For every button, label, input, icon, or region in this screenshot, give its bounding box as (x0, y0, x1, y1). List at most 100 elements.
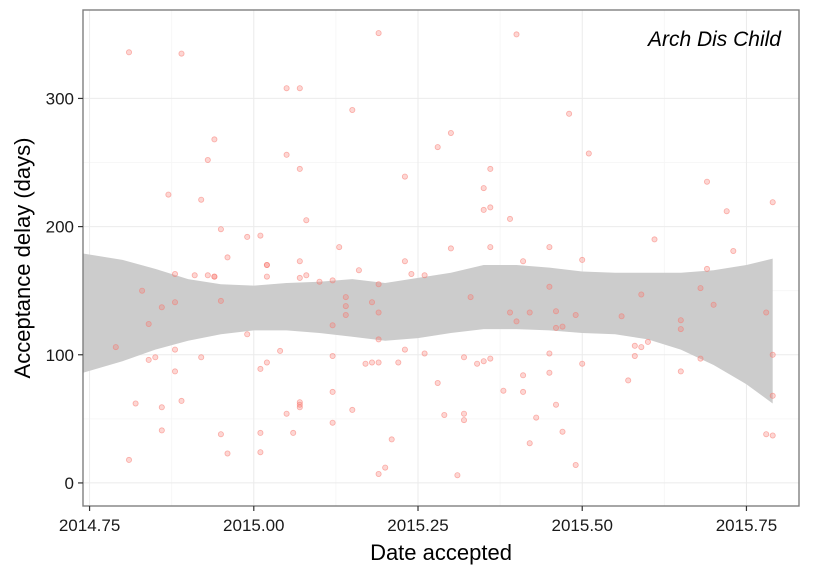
data-point (467, 294, 474, 301)
data-point (401, 173, 408, 180)
data-point (506, 309, 513, 316)
data-point (336, 244, 343, 251)
data-point (704, 178, 711, 185)
data-point (171, 270, 178, 277)
data-point (277, 347, 284, 354)
x-tick-label: 2015.75 (716, 516, 777, 535)
data-point (546, 369, 553, 376)
data-point (572, 461, 579, 468)
data-point (460, 354, 467, 361)
data-point (145, 356, 152, 363)
data-point (513, 318, 520, 325)
data-point (375, 336, 382, 343)
data-point (171, 299, 178, 306)
data-point (126, 456, 133, 463)
data-point (257, 365, 264, 372)
data-point (579, 360, 586, 367)
data-point (480, 185, 487, 192)
data-point (244, 331, 251, 338)
data-point (257, 449, 264, 456)
data-point (296, 258, 303, 265)
data-point (618, 313, 625, 320)
data-point (677, 326, 684, 333)
data-point (730, 247, 737, 254)
data-point (697, 285, 704, 292)
data-point (710, 301, 717, 308)
data-point (388, 436, 395, 443)
data-point (158, 427, 165, 434)
y-tick-label: 300 (46, 89, 74, 108)
data-point (112, 344, 119, 351)
data-point (126, 49, 133, 56)
data-point (480, 206, 487, 213)
data-point (487, 244, 494, 251)
data-point (447, 245, 454, 252)
data-point (585, 150, 592, 157)
data-point (447, 129, 454, 136)
data-point (559, 323, 566, 330)
data-point (296, 165, 303, 172)
plot-panel-border (82, 9, 800, 507)
data-point (224, 254, 231, 261)
data-point (526, 309, 533, 316)
data-point (526, 440, 533, 447)
data-point (191, 272, 198, 279)
data-point (198, 354, 205, 361)
data-point (382, 464, 389, 471)
y-axis: 0 100 200 300 (46, 89, 83, 493)
data-point (625, 377, 632, 384)
data-point (697, 355, 704, 362)
data-point (368, 299, 375, 306)
y-axis-title: Acceptance delay (days) (10, 138, 35, 379)
data-point (342, 311, 349, 318)
data-point (303, 217, 310, 224)
data-point (546, 350, 553, 357)
data-point (553, 308, 560, 315)
data-point (553, 324, 560, 331)
data-point (677, 317, 684, 324)
data-point (631, 342, 638, 349)
data-point (132, 400, 139, 407)
data-point (638, 344, 645, 351)
data-point (401, 346, 408, 353)
data-point (513, 31, 520, 38)
data-point (454, 472, 461, 479)
data-point (217, 431, 224, 438)
data-point (579, 256, 586, 263)
data-point (723, 208, 730, 215)
data-point (506, 215, 513, 222)
data-point (487, 355, 494, 362)
plot-panel-background (83, 10, 799, 506)
x-tick-label: 2015.00 (223, 516, 284, 535)
data-point (368, 359, 375, 366)
y-tick-label: 0 (65, 474, 74, 493)
data-point (355, 267, 362, 274)
data-point (296, 404, 303, 411)
data-point (520, 258, 527, 265)
data-point (480, 358, 487, 365)
x-tick-label: 2015.25 (387, 516, 448, 535)
data-point (408, 270, 415, 277)
data-point (375, 281, 382, 288)
data-point (204, 156, 211, 163)
x-axis: 2014.75 2015.00 2015.25 2015.50 2015.75 (59, 506, 777, 535)
data-point (651, 236, 658, 243)
data-point (329, 388, 336, 395)
data-point (158, 404, 165, 411)
data-point (349, 107, 356, 114)
data-point (375, 359, 382, 366)
data-point (421, 272, 428, 279)
data-point (704, 265, 711, 272)
data-point (244, 233, 251, 240)
x-axis-title: Date accepted (370, 540, 512, 565)
data-point (257, 232, 264, 239)
data-point (211, 273, 218, 280)
chart-annotation: Arch Dis Child (646, 28, 782, 51)
data-point (520, 388, 527, 395)
data-point (769, 199, 776, 206)
data-point (487, 165, 494, 172)
data-point (769, 392, 776, 399)
data-point (171, 368, 178, 375)
x-tick-label: 2015.50 (552, 516, 613, 535)
